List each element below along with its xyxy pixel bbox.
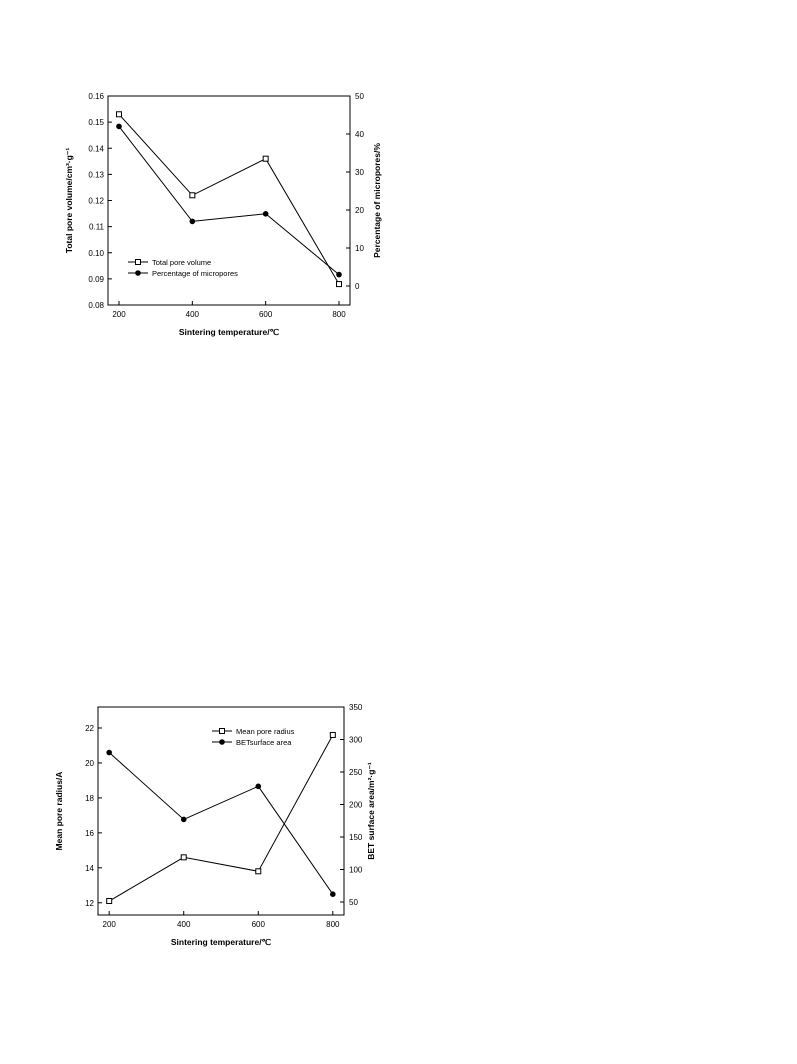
y-tick-label: 0.13	[88, 170, 104, 179]
legend-label: Mean pore radius	[236, 727, 295, 736]
data-point-circle	[180, 816, 187, 823]
y2-tick-label: 50	[349, 898, 358, 907]
data-point-square	[106, 898, 113, 905]
y-tick-label: 16	[85, 829, 94, 838]
y-tick-label: 18	[85, 794, 94, 803]
y-tick-label: 0.09	[88, 275, 104, 284]
x-tick-label: 400	[177, 920, 191, 929]
y2-tick-label: 30	[355, 168, 364, 177]
series-line-1	[118, 113, 340, 285]
y2-tick-label: 100	[349, 866, 363, 875]
data-point-circle	[336, 271, 342, 278]
legend-marker-square	[219, 728, 225, 734]
legend-label: BETsurface area	[236, 738, 292, 747]
data-point-square	[189, 192, 196, 199]
y-tick-label: 14	[85, 864, 94, 873]
y2-tick-label: 200	[349, 801, 363, 810]
legend-marker-circle	[135, 270, 141, 276]
y-tick-label: 0.15	[88, 118, 104, 127]
data-point-circle	[330, 891, 336, 897]
data-point-circle	[262, 211, 269, 217]
y2-tick-label: 20	[355, 206, 364, 215]
data-point-circle	[106, 749, 112, 756]
y2-tick-label: 50	[355, 92, 364, 101]
y-tick-label: 0.11	[89, 223, 105, 232]
y-tick-label: 0.08	[88, 301, 104, 310]
y-tick-label: 0.12	[88, 197, 104, 206]
y2-tick-label: 300	[349, 736, 363, 745]
y-tick-label: 20	[85, 759, 94, 768]
series-line-2	[108, 752, 334, 895]
data-point-square	[336, 281, 342, 288]
data-point-circle	[116, 123, 122, 130]
legend-label: Total pore volume	[152, 258, 211, 267]
legend-marker-square	[135, 259, 141, 265]
legend-marker-circle	[219, 739, 225, 745]
x-tick-label: 400	[186, 310, 200, 319]
x-tick-label: 800	[332, 310, 346, 319]
y-tick-label: 0.10	[88, 249, 104, 258]
series-line-2	[118, 126, 340, 275]
plot-frame	[97, 706, 345, 916]
y2-axis-title: BET surface area/m²·g⁻¹	[366, 762, 376, 860]
x-tick-label: 600	[252, 920, 266, 929]
y2-tick-label: 10	[355, 244, 364, 253]
x-tick-label: 200	[112, 310, 126, 319]
data-point-square	[262, 155, 269, 162]
y2-tick-label: 0	[355, 282, 360, 291]
y-tick-label: 22	[85, 724, 94, 733]
x-axis-title: Sintering temperature/℃	[171, 937, 272, 947]
x-tick-label: 800	[326, 920, 340, 929]
data-point-square	[255, 868, 262, 875]
x-tick-label: 600	[259, 310, 273, 319]
data-point-square	[116, 111, 122, 118]
y-axis-title: Mean pore radius/A	[54, 772, 64, 851]
data-point-square	[180, 854, 187, 861]
data-point-circle	[189, 218, 196, 225]
data-point-square	[329, 731, 336, 738]
y2-tick-label: 250	[349, 768, 363, 777]
x-axis-title: Sintering temperature/℃	[179, 327, 280, 337]
y2-tick-label: 350	[349, 703, 363, 712]
x-tick-label: 200	[103, 920, 117, 929]
y-axis-title: Total pore volume/cm³·g⁻¹	[64, 148, 74, 254]
y-tick-label: 0.16	[88, 92, 104, 101]
y2-tick-label: 40	[355, 130, 364, 139]
y2-axis-title: Percentage of micropores/%	[372, 143, 382, 258]
y2-tick-label: 150	[349, 833, 363, 842]
series-line-1	[108, 734, 334, 902]
legend-label: Percentage of micropores	[152, 269, 238, 278]
y-tick-label: 0.14	[88, 144, 104, 153]
data-point-circle	[255, 783, 262, 790]
y-tick-label: 12	[85, 899, 94, 908]
chart-pore-volume: 200 400 600 8000.080.090.100.110.120.130.14…	[64, 92, 382, 337]
